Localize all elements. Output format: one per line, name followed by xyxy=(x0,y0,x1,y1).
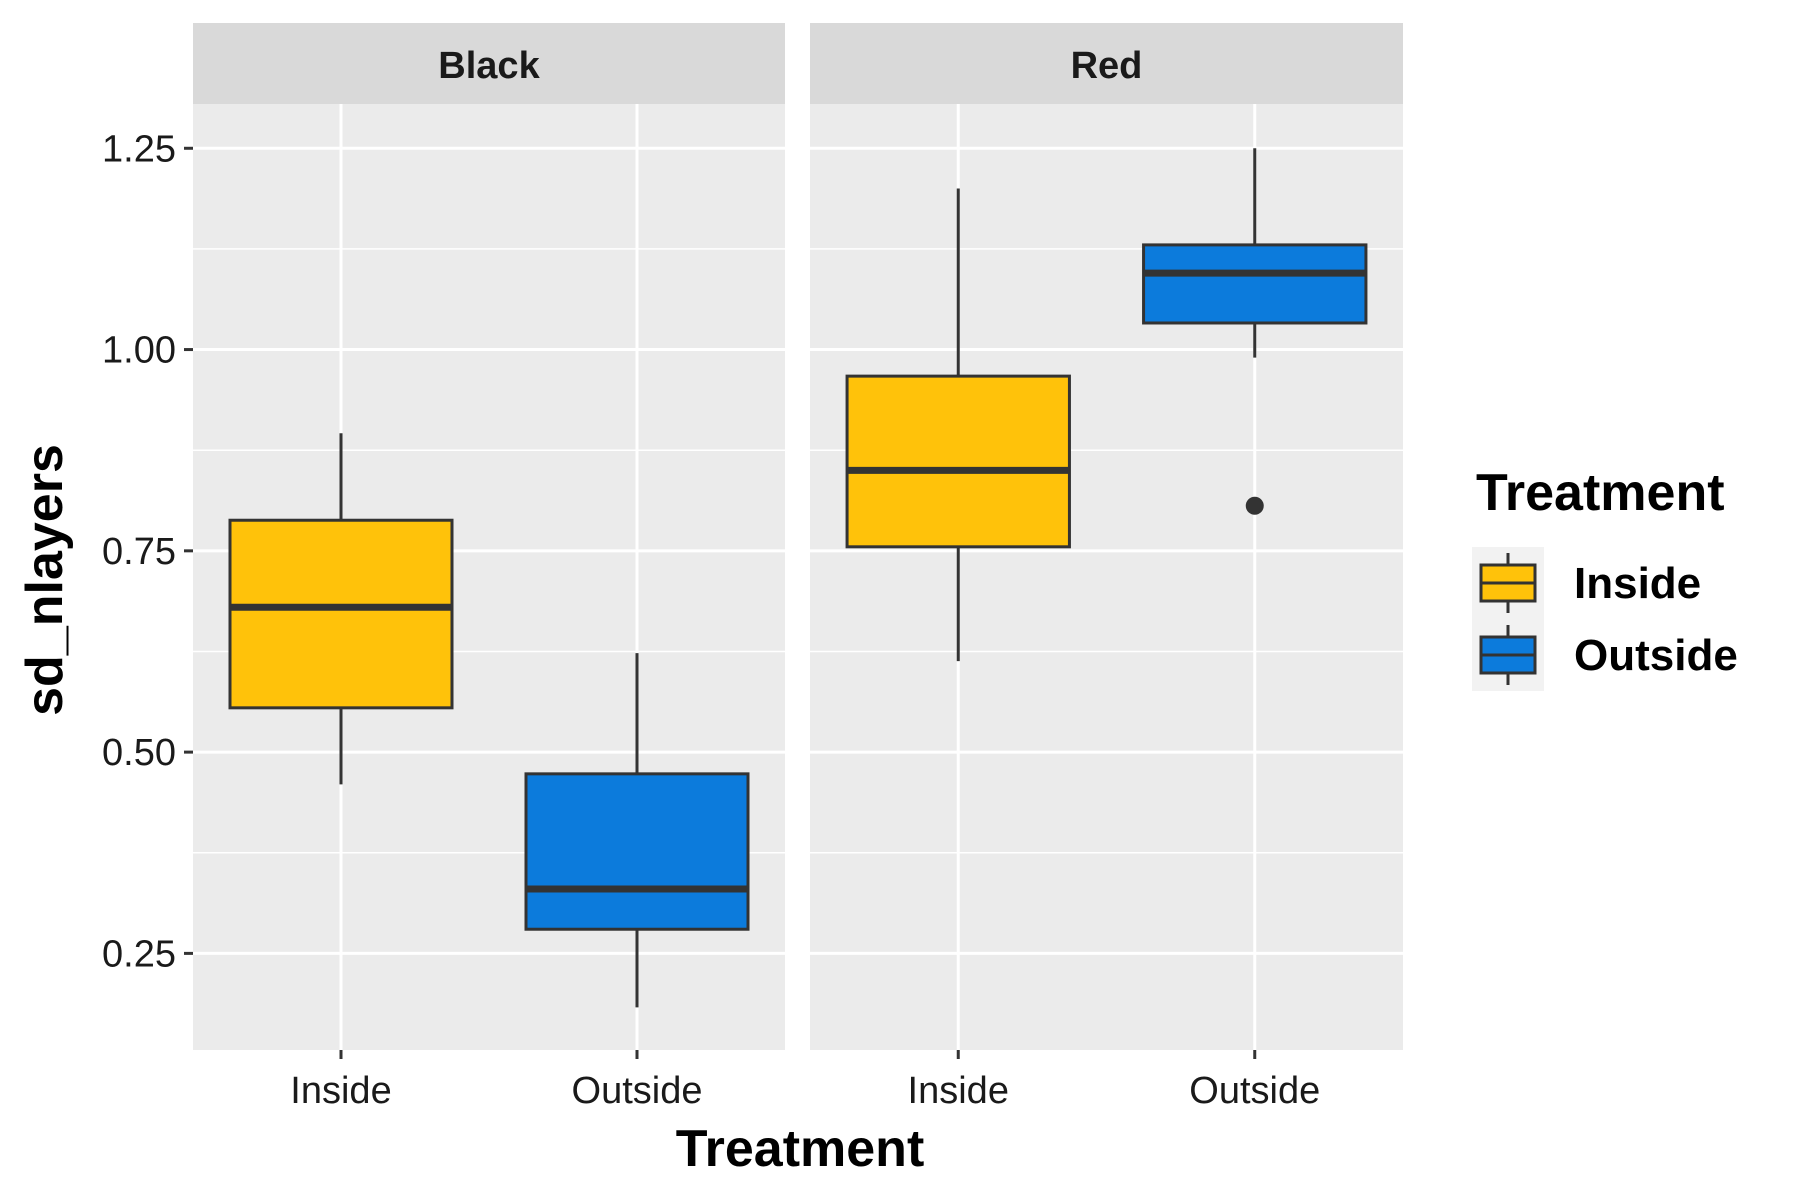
y-tick-label: 0.25 xyxy=(102,933,176,975)
y-tick-label: 0.50 xyxy=(102,732,176,774)
box-inside xyxy=(845,188,1071,662)
legend-label: Inside xyxy=(1574,559,1701,608)
legend-key-outside: Outside xyxy=(1472,619,1738,691)
y-axis-title: sd_nlayers xyxy=(16,444,74,716)
x-tick-label: Outside xyxy=(572,1070,703,1112)
x-tick-label: Outside xyxy=(1189,1070,1320,1112)
x-tick-label: Inside xyxy=(290,1070,391,1112)
y-tick-label: 1.00 xyxy=(102,330,176,372)
strip-label: Red xyxy=(1071,45,1143,87)
strip-background xyxy=(810,23,1403,104)
y-tick-label: 0.75 xyxy=(102,531,176,573)
box-outside xyxy=(1142,148,1368,515)
y-tick-label: 1.25 xyxy=(102,128,176,170)
x-tick-label: Inside xyxy=(908,1070,1009,1112)
x-axis: Inside Outside Inside Outside xyxy=(290,1050,1320,1112)
box-inside xyxy=(228,433,454,785)
outlier-point xyxy=(1245,496,1264,515)
legend-title: Treatment xyxy=(1476,464,1725,522)
facet-panels: Black Red xyxy=(193,23,1403,1050)
y-axis: 0.25 0.50 0.75 1.00 1.25 xyxy=(102,128,193,975)
strip-background xyxy=(193,23,785,104)
box-iqr xyxy=(845,374,1071,549)
strip-label: Black xyxy=(438,45,540,87)
box-outside xyxy=(524,653,750,1008)
box-iqr xyxy=(228,518,454,710)
legend-label: Outside xyxy=(1574,631,1738,680)
box-iqr xyxy=(1142,243,1368,325)
legend-key-inside: Inside xyxy=(1472,547,1701,619)
legend: Treatment Inside Outside xyxy=(1472,464,1738,691)
box-iqr xyxy=(524,772,750,931)
facet-red: Red xyxy=(810,23,1403,1050)
facet-black: Black xyxy=(193,23,785,1050)
x-axis-title: Treatment xyxy=(676,1120,925,1178)
